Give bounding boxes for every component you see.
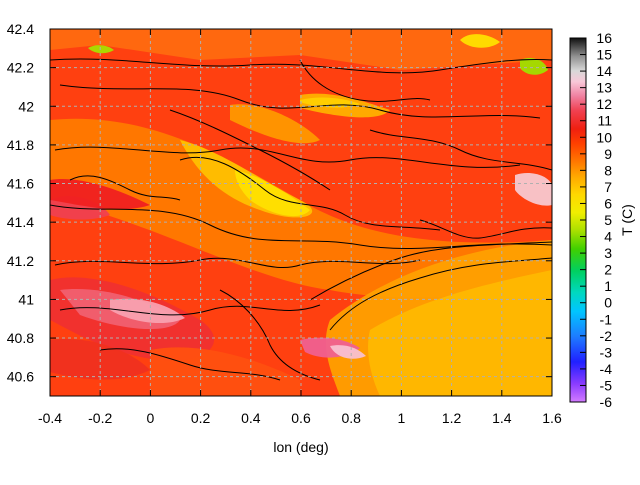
x-tick-label: 0.2 <box>191 410 211 426</box>
heat-region <box>50 179 150 210</box>
heat-region <box>230 104 320 144</box>
colorbar-tick-label: 16 <box>596 30 612 46</box>
contour-line <box>329 257 552 331</box>
y-tick-label: 40.8 <box>7 330 34 346</box>
x-tick-label: -0.2 <box>88 410 112 426</box>
colorbar-tick-label: -1 <box>600 311 613 327</box>
x-tick-label: 0.8 <box>341 410 361 426</box>
colorbar-tick-label: 9 <box>604 146 612 162</box>
colorbar-tick-label: 6 <box>604 195 612 211</box>
contour-line <box>54 257 421 269</box>
colorbar-tick-label: 14 <box>596 63 612 79</box>
y-tick-label: 42.2 <box>7 60 34 76</box>
heat-region <box>330 345 366 359</box>
colorbar-tick-label: 11 <box>597 113 612 129</box>
x-tick-label: 1.6 <box>542 410 562 426</box>
contour-line <box>219 289 321 381</box>
contour-line <box>99 348 281 381</box>
x-axis: -0.4 -0.2 0 0.2 0.4 0.6 0.8 1 1.2 1.4 1.6 <box>38 29 562 426</box>
colorbar-tick-label: -5 <box>600 377 613 393</box>
x-tick-label: 0.4 <box>241 410 261 426</box>
y-tick-label: 41.8 <box>7 137 34 153</box>
x-tick-label: 1.4 <box>492 410 512 426</box>
contour-line <box>369 129 552 171</box>
y-tick-label: 41.4 <box>7 214 34 230</box>
colorbar-tick-label: -3 <box>600 344 613 360</box>
colorbar-tick-label: 0 <box>604 295 612 311</box>
colorbar-tick-label: -6 <box>600 394 613 410</box>
heat-region <box>88 45 114 54</box>
y-tick-label: 41.6 <box>7 176 34 192</box>
contour-line <box>50 204 552 249</box>
colorbar-tick-label: 4 <box>604 229 612 245</box>
contour-lines <box>50 58 552 381</box>
colorbar-tick-label: 10 <box>596 129 612 145</box>
heat-region <box>368 270 552 396</box>
x-tick-label: 1 <box>398 410 406 426</box>
y-tick-label: 41.2 <box>7 253 34 269</box>
y-tick-label: 41 <box>18 291 34 307</box>
heatmap-regions <box>50 29 552 396</box>
colorbar-tick-label: 8 <box>604 162 612 178</box>
colorbar-tick-label: -2 <box>600 328 613 344</box>
contour-line <box>169 109 331 191</box>
y-tick-label: 42 <box>18 98 34 114</box>
contour-line <box>309 241 552 301</box>
colorbar-tick-label: 12 <box>596 96 612 112</box>
x-tick-label: -0.4 <box>38 410 62 426</box>
colorbar-label: T (C) <box>619 204 635 236</box>
y-tick-label: 40.6 <box>7 369 34 385</box>
y-tick-label: 42.4 <box>7 21 34 37</box>
contour-line <box>419 219 552 239</box>
colorbar-tick-label: 3 <box>604 245 612 261</box>
heat-region <box>110 298 185 324</box>
x-axis-label: lon (deg) <box>273 439 328 455</box>
y-axis: 40.6 40.8 41 41.2 41.4 41.6 41.8 42 42.2 42.4 <box>7 21 552 385</box>
heat-region <box>515 173 552 206</box>
grid-lines <box>50 29 552 396</box>
colorbar-tick-label: 7 <box>604 179 612 195</box>
x-tick-label: 0.6 <box>291 410 311 426</box>
contour-line <box>59 84 541 119</box>
contour-line <box>299 59 431 102</box>
colorbar-tick-label: 5 <box>604 212 612 228</box>
contour-line <box>59 304 321 316</box>
colorbar-tick-label: 1 <box>604 278 612 294</box>
x-tick-label: 1.2 <box>442 410 462 426</box>
colorbar-tick-label: 13 <box>596 80 612 96</box>
contour-line <box>50 58 552 74</box>
contour-line <box>179 156 441 231</box>
colorbar-tick-label: 2 <box>604 262 612 278</box>
heat-region <box>460 34 500 48</box>
colorbar-tick-label: -4 <box>600 361 613 377</box>
contour-line <box>54 146 521 168</box>
x-tick-label: 0 <box>147 410 155 426</box>
colorbar-tick-label: 15 <box>596 47 612 63</box>
plot-area <box>49 28 553 397</box>
heat-region <box>520 58 548 75</box>
contour-line <box>69 175 181 201</box>
